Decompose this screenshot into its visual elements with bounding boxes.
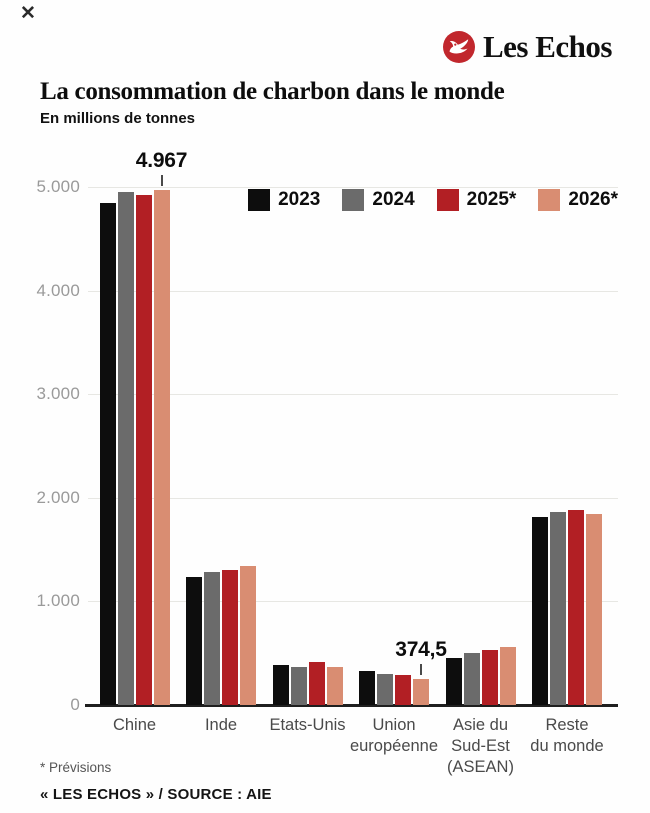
x-tick-label: Reste du monde (502, 715, 632, 757)
x-tick-label-line: Etats-Unis (269, 716, 346, 734)
value-annotation: 374,5 (395, 638, 447, 662)
annotation-pointer-tick (160, 175, 163, 187)
bar-group (359, 187, 429, 705)
bar-group (99, 187, 170, 705)
y-tick-label: 3.000 (36, 384, 80, 404)
brand-logo: Les Echos (442, 29, 613, 65)
x-tick-label: Chine (70, 715, 200, 736)
x-tick-label-line: du monde (530, 737, 604, 755)
legend-item-2025: 2025* (436, 189, 517, 211)
bar-2026-union-europ-enne (413, 679, 429, 705)
gridline (88, 394, 618, 396)
x-tick-label-line: Sud-Est (451, 737, 510, 755)
legend-swatch-icon (436, 189, 459, 211)
gridline (88, 497, 618, 499)
gridline (88, 187, 618, 188)
bar-2023-etats-unis (272, 664, 289, 705)
x-tick-label: Union européenne (329, 715, 459, 757)
x-tick-label-line: Inde (204, 716, 238, 734)
x-axis-baseline (85, 704, 618, 707)
legend-item-2024: 2024 (342, 189, 415, 211)
close-icon[interactable]: ✕ (20, 3, 36, 24)
bar-2025-etats-unis (308, 662, 325, 705)
legend-swatch-icon (248, 189, 271, 211)
x-tick-label-line: Chine (112, 716, 157, 734)
bar-2024-union-europ-enne (377, 673, 393, 705)
bar-2025-union-europ-enne (395, 675, 411, 705)
bar-2023-inde (186, 576, 202, 705)
bar-2026-chine (153, 190, 170, 705)
bar-2024-etats-unis (290, 666, 307, 705)
bar-2024-reste-du-monde (550, 511, 566, 705)
bar-group (272, 187, 343, 705)
bar-2023-union-europ-enne (359, 670, 375, 705)
gridline (88, 601, 618, 603)
bar-2024-chine (117, 192, 134, 705)
legend-item-2026: 2026* (538, 189, 618, 211)
bar-2025-chine (135, 194, 152, 705)
plot-area: Chine Inde Etats-Unis Union européenne Asie d… (85, 149, 618, 776)
bar-2024-inde (204, 571, 220, 705)
bar-2023-asie-du-sud-est-asean- (445, 657, 462, 705)
x-tick-label: Asie du Sud-Est (ASEAN) (416, 715, 546, 778)
bar-2026-reste-du-monde (586, 513, 602, 705)
bar-2026-asie-du-sud-est-asean- (499, 646, 516, 705)
y-tick-label: 1.000 (36, 591, 80, 611)
bar-2025-asie-du-sud-est-asean- (481, 650, 498, 705)
bar-group (445, 187, 516, 705)
x-tick-label-line: Reste (545, 716, 589, 734)
legend-swatch-icon (538, 189, 561, 211)
bar-2023-reste-du-monde (532, 516, 548, 705)
les-echos-rooster-icon (442, 30, 476, 64)
source-credit: « LES ECHOS » / SOURCE : AIE (40, 786, 272, 803)
bar-2024-asie-du-sud-est-asean- (463, 653, 480, 705)
x-tick-label-line: (ASEAN) (447, 758, 514, 776)
bar-2025-reste-du-monde (568, 510, 584, 705)
x-tick-label: Inde (156, 715, 286, 736)
page-title: La consommation de charbon dans le monde (40, 78, 505, 105)
bar-group (186, 187, 256, 705)
y-tick-label: 5.000 (36, 177, 80, 196)
y-tick-label: 2.000 (36, 487, 80, 507)
legend-label: 2024 (372, 189, 415, 210)
x-tick-label-line: Union (372, 716, 416, 734)
legend-label: 2023 (278, 189, 321, 210)
bar-2026-inde (240, 566, 256, 705)
x-tick-label-line: européenne (349, 737, 439, 755)
brand-wordmark: Les Echos (483, 29, 613, 64)
bar-2025-inde (222, 569, 238, 705)
gridline (88, 290, 618, 292)
y-tick-label: 0 (70, 695, 80, 714)
y-tick-label: 4.000 (36, 280, 80, 300)
legend-label: 2026* (568, 189, 618, 210)
bar-group (532, 187, 602, 705)
chart-legend: 2023 2024 2025* 2026* (248, 189, 618, 211)
bar-2023-chine (99, 202, 116, 705)
legend-item-2023: 2023 (248, 189, 320, 211)
x-tick-label-line: Asie du (452, 716, 509, 734)
annotation-pointer-tick (420, 664, 422, 676)
chart-subtitle: En millions de tonnes (40, 110, 196, 127)
legend-swatch-icon (342, 189, 365, 211)
legend-label: 2025* (466, 189, 517, 210)
value-annotation: 4.967 (135, 149, 188, 173)
footnote: * Prévisions (40, 760, 112, 775)
bar-2026-etats-unis (326, 666, 343, 705)
x-tick-label: Etats-Unis (243, 715, 373, 736)
